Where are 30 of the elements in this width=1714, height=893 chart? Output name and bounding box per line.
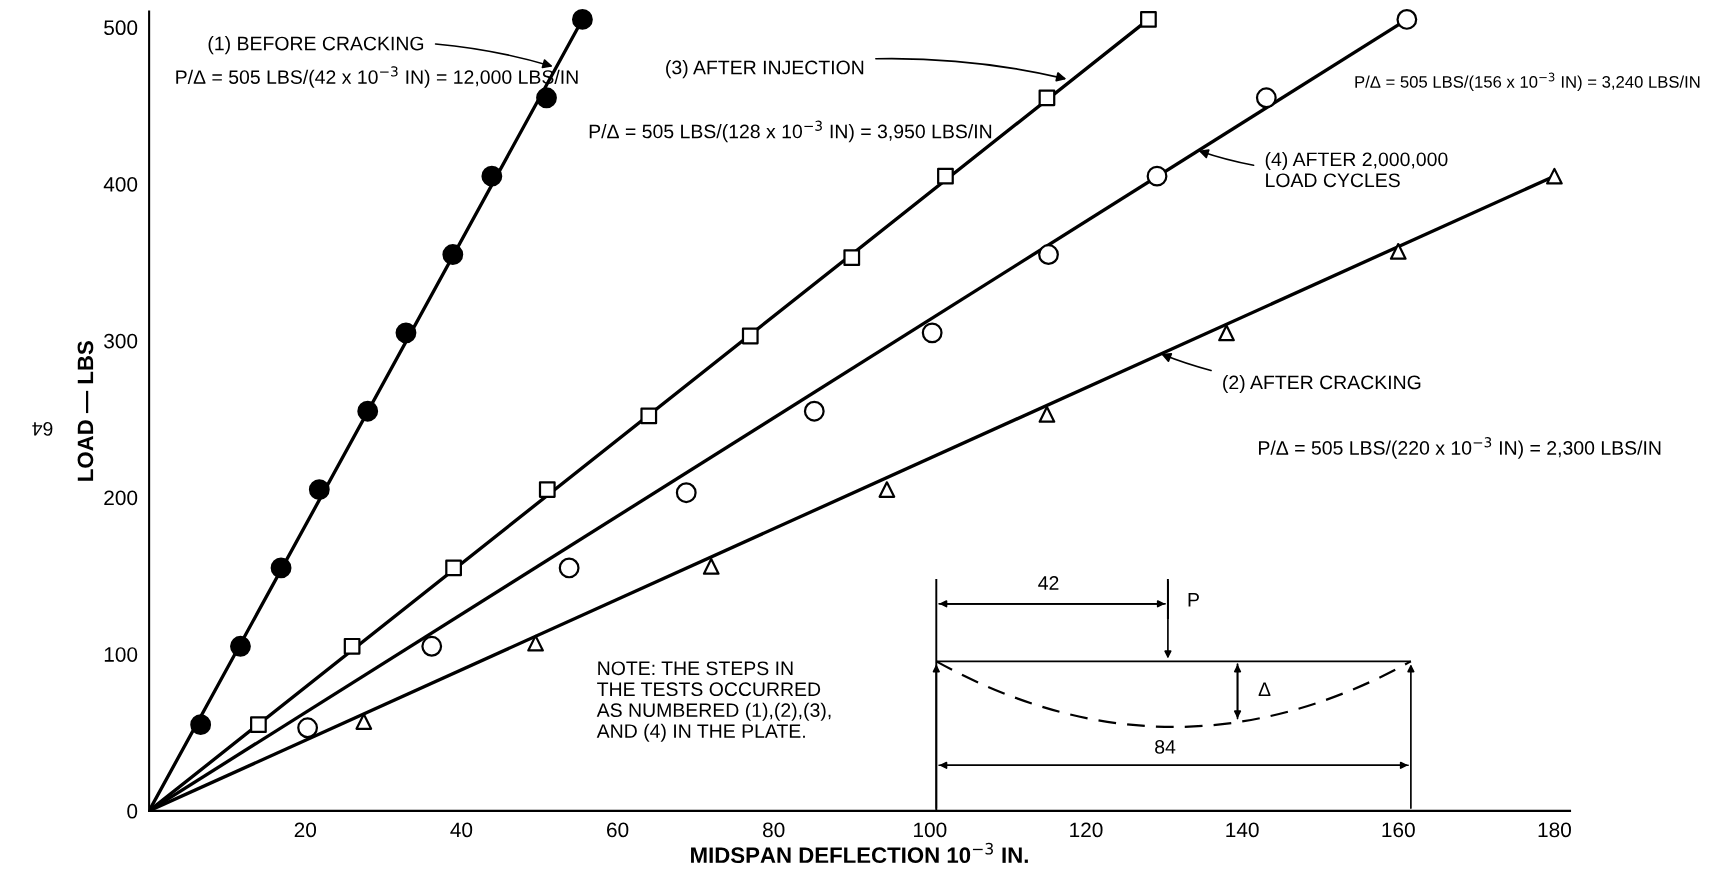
x-tick-label: 100 bbox=[914, 822, 947, 838]
x-tick-label: 60 bbox=[607, 822, 629, 838]
y-tick-label: 0 bbox=[127, 803, 138, 819]
annotation: Δ bbox=[1258, 682, 1271, 696]
annotation: (1) BEFORE CRACKING bbox=[208, 36, 424, 55]
x-tick-label: 80 bbox=[763, 822, 785, 838]
y-tick-label: 100 bbox=[104, 647, 138, 662]
y-tick-label: 300 bbox=[104, 333, 138, 349]
annotation: (3) AFTER INJECTION bbox=[666, 60, 864, 79]
x-tick-label: 20 bbox=[294, 822, 317, 838]
annotation: (2) AFTER CRACKING bbox=[1223, 374, 1421, 394]
x-tick-label: 140 bbox=[1226, 822, 1259, 838]
y-axis-title: LOAD — LBS bbox=[77, 341, 94, 481]
annotation: NOTE: THE STEPS IN THE TESTS OCCURRED AS NUMBERED (1),(2),(3), AND (4) IN THE PLATE. bbox=[596, 661, 831, 742]
x-tick-label: 180 bbox=[1538, 822, 1571, 838]
x-tick-label: 160 bbox=[1382, 822, 1415, 838]
annotation: 42 bbox=[1038, 576, 1059, 590]
y-tick-label: 400 bbox=[103, 176, 138, 192]
y-tick-label: 500 bbox=[104, 20, 138, 36]
annotation: P/Δ = 505 LBS/(156 x 10$^{−3}$ IN) = 3,240 LBS/IN bbox=[1355, 72, 1700, 92]
annotation: P bbox=[1188, 593, 1199, 607]
annotation: P/Δ = 505 LBS/(128 x 10$^{−3}$ IN) = 3,950 LBS/IN bbox=[589, 120, 992, 143]
x-tick-label: 40 bbox=[450, 822, 473, 838]
x-axis-title: MIDSPAN DEFLECTION 10$^{−3}$ IN. bbox=[691, 842, 1028, 864]
annotation: 84 bbox=[1155, 739, 1176, 754]
annotation: P/Δ = 505 LBS/(220 x 10$^{−3}$ IN) = 2,300 LBS/IN bbox=[1259, 437, 1661, 459]
text: 64 bbox=[32, 421, 53, 436]
x-tick-label: 120 bbox=[1070, 822, 1103, 838]
annotation: (4) AFTER 2,000,000 LOAD CYCLES bbox=[1265, 151, 1448, 188]
y-tick-label: 200 bbox=[104, 490, 138, 506]
